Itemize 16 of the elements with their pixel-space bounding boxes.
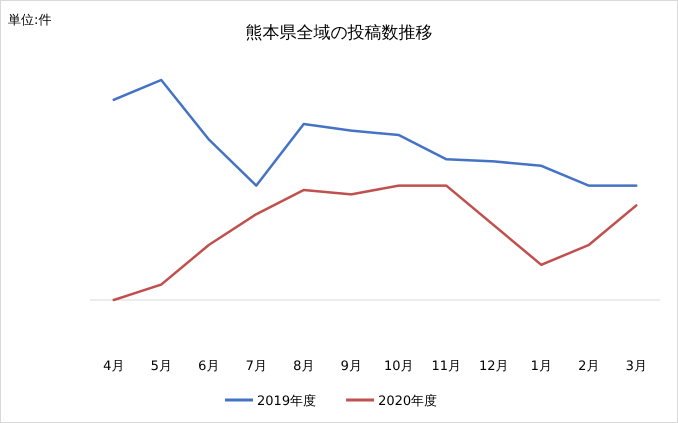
x-tick-label: 9月 <box>340 359 362 374</box>
text: 単位:件 <box>8 13 52 28</box>
x-tick-label: 6月 <box>198 359 220 374</box>
x-tick-label: 7月 <box>246 359 267 374</box>
x-tick-label: 4月 <box>103 359 124 374</box>
x-tick-label: 12月 <box>478 359 509 374</box>
x-tick-label: 5月 <box>150 359 172 374</box>
x-tick-label: 3月 <box>626 359 647 374</box>
x-tick-label: 8月 <box>293 359 314 374</box>
chart-title: 熊本県全域の投稿数推移 <box>246 23 432 43</box>
x-tick-label: 2月 <box>578 359 600 374</box>
legend-label: 2020年度 <box>378 393 438 409</box>
legend-label: 2019年度 <box>257 393 316 409</box>
x-tick-label: 11月 <box>431 359 462 374</box>
x-tick-label: 10月 <box>384 359 414 374</box>
x-tick-label: 1月 <box>530 359 552 374</box>
